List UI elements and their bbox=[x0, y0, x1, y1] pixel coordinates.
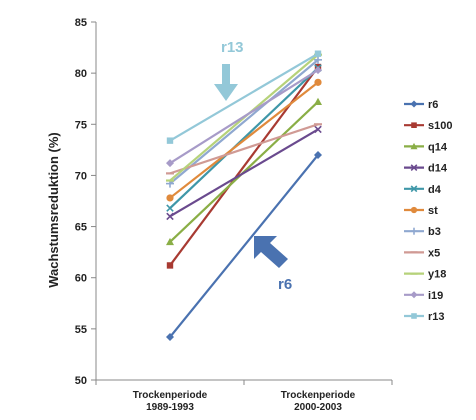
series-line-s100 bbox=[169, 66, 319, 267]
annotation-label-r6: r6 bbox=[278, 276, 292, 293]
series-line-r13 bbox=[169, 52, 319, 142]
series-r13 bbox=[166, 50, 322, 144]
series-st bbox=[166, 78, 322, 202]
series-line-d14 bbox=[169, 128, 319, 218]
series-d14 bbox=[166, 125, 322, 221]
arrow-down-icon bbox=[214, 64, 238, 101]
series-line-d4 bbox=[169, 67, 319, 209]
data-point bbox=[314, 125, 322, 134]
data-point bbox=[314, 78, 322, 86]
data-point bbox=[166, 237, 174, 246]
data-point bbox=[314, 50, 322, 57]
series-line-x5 bbox=[169, 123, 319, 175]
data-point bbox=[166, 204, 174, 212]
series-line-i19 bbox=[169, 69, 319, 165]
legend-item-r13: r13 bbox=[404, 311, 445, 323]
y-tick-label: 80 bbox=[75, 68, 87, 80]
series-lines bbox=[166, 50, 322, 342]
data-point bbox=[166, 194, 174, 202]
legend-label: y18 bbox=[428, 269, 446, 281]
series-x5 bbox=[166, 123, 322, 175]
legend-label: b3 bbox=[428, 226, 441, 238]
legend-item-b3: b3 bbox=[404, 226, 441, 238]
legend-label: d14 bbox=[428, 163, 448, 175]
legend-label: s100 bbox=[428, 120, 452, 132]
y-tick-label: 65 bbox=[75, 222, 87, 234]
legend-label: q14 bbox=[428, 141, 448, 153]
y-tick-label: 55 bbox=[75, 324, 87, 336]
y-tick-label: 60 bbox=[75, 273, 87, 285]
legend-item-y18: y18 bbox=[404, 269, 446, 281]
arrow-up-left-icon bbox=[254, 236, 288, 268]
legend: r6 s100 q14 d14 d4 st b3 x5 y18 i19 r13 bbox=[404, 99, 452, 323]
data-point bbox=[314, 55, 322, 64]
series-r6 bbox=[166, 150, 322, 342]
data-point bbox=[314, 150, 322, 159]
legend-item-q14: q14 bbox=[404, 141, 448, 153]
x-category-label: Trockenperiode 2000-2003 bbox=[281, 390, 356, 413]
series-i19 bbox=[166, 66, 322, 168]
series-d4 bbox=[166, 64, 322, 212]
legend-label: d4 bbox=[428, 184, 442, 196]
y-tick-label: 75 bbox=[75, 119, 87, 131]
y-axis-label: Wachstumsreduktion (%) bbox=[46, 132, 61, 288]
annotations: r13 r6 bbox=[214, 39, 292, 293]
annotation-r6: r6 bbox=[254, 236, 292, 293]
data-point bbox=[166, 212, 174, 221]
legend-label: r13 bbox=[428, 311, 445, 323]
data-point bbox=[166, 159, 174, 168]
data-point bbox=[166, 262, 174, 269]
legend-item-s100: s100 bbox=[404, 120, 452, 132]
legend-label: st bbox=[428, 205, 438, 217]
legend-item-st: st bbox=[404, 205, 438, 217]
y-tick-labels: 50 55 60 65 70 75 80 85 bbox=[75, 17, 87, 387]
series-line-st bbox=[169, 81, 319, 199]
data-point bbox=[314, 66, 322, 75]
series-line-r6 bbox=[169, 154, 319, 338]
legend-item-r6: r6 bbox=[404, 99, 438, 111]
legend-label: r6 bbox=[428, 99, 438, 111]
legend-label: x5 bbox=[428, 247, 440, 259]
data-point bbox=[314, 97, 322, 105]
legend-item-x5: x5 bbox=[404, 247, 440, 259]
x-category-labels: Trockenperiode 1989-1993 Trockenperiode 200… bbox=[133, 390, 356, 413]
legend-item-d4: d4 bbox=[404, 184, 442, 196]
y-tick-label: 85 bbox=[75, 17, 87, 29]
data-point bbox=[166, 137, 174, 144]
series-q14 bbox=[166, 97, 322, 246]
legend-label: i19 bbox=[428, 290, 443, 302]
annotation-r13: r13 bbox=[214, 39, 244, 101]
y-tick-label: 70 bbox=[75, 170, 87, 182]
y-tick-label: 50 bbox=[75, 375, 87, 387]
annotation-label-r13: r13 bbox=[221, 39, 244, 56]
legend-item-i19: i19 bbox=[404, 290, 443, 302]
series-line-b3 bbox=[169, 59, 319, 185]
axes bbox=[91, 21, 393, 385]
series-b3 bbox=[166, 55, 322, 188]
data-point bbox=[166, 333, 174, 342]
x-category-label: Trockenperiode 1989-1993 bbox=[133, 390, 208, 413]
legend-item-d14: d14 bbox=[404, 163, 448, 175]
